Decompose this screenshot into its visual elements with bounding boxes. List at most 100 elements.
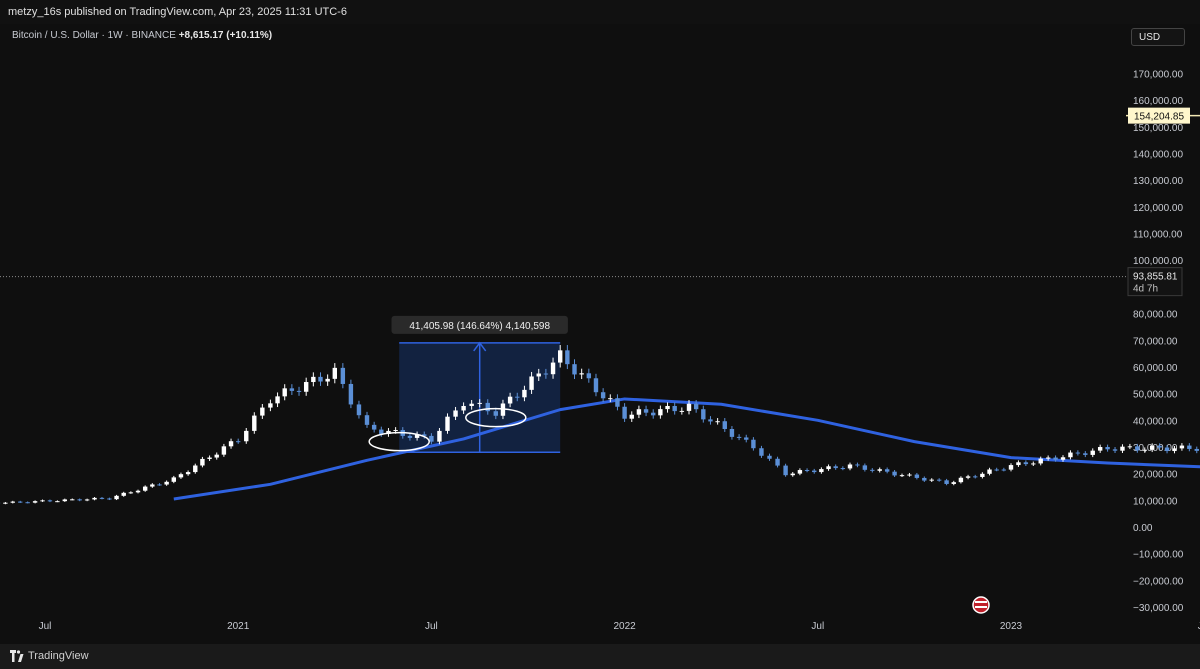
- candle-body: [973, 476, 978, 478]
- chart-area[interactable]: −30,000.00 −20,000.00 −10,000.00 0.00 10,000…: [0, 24, 1200, 644]
- symbol-label: Bitcoin / U.S. Dollar · 1W · BINANCE: [12, 30, 176, 41]
- candle-body: [767, 455, 772, 459]
- candle-body: [1068, 452, 1073, 458]
- candle-body: [157, 484, 162, 486]
- candle-body: [1157, 445, 1162, 448]
- candle-body: [593, 378, 599, 393]
- candle-body: [1120, 446, 1125, 451]
- candle-body: [558, 350, 563, 363]
- candle-body: [414, 434, 420, 438]
- candle-body: [142, 486, 148, 491]
- x-tick-label: 2022: [613, 621, 636, 632]
- candle-body: [722, 421, 727, 430]
- candle-body: [751, 439, 756, 449]
- candle-body: [855, 464, 860, 466]
- current-price-tag: 93,855.81: [1133, 272, 1178, 283]
- candle-body: [500, 403, 506, 416]
- candle-body: [429, 435, 434, 442]
- candle-body: [1023, 462, 1029, 465]
- candle-body: [84, 499, 90, 501]
- candle-body: [296, 390, 302, 392]
- y-tick-label: 80,000.00: [1133, 310, 1178, 321]
- currency-button[interactable]: USD: [1131, 28, 1185, 46]
- candle-body: [693, 403, 699, 410]
- y-tick-label: 150,000.00: [1133, 123, 1183, 134]
- candle-body: [47, 500, 53, 502]
- candle-body: [77, 499, 82, 501]
- candle-body: [833, 466, 838, 469]
- candle-body: [936, 479, 942, 481]
- candle-body: [214, 454, 219, 458]
- candle-body: [965, 476, 971, 478]
- candle-body: [493, 411, 498, 416]
- candle-body: [379, 429, 384, 434]
- measure-label-bg: [391, 315, 568, 334]
- candle-body: [529, 376, 534, 390]
- candle-body: [701, 409, 706, 420]
- y-tick-label: 130,000.00: [1133, 176, 1183, 187]
- candle-body: [600, 392, 606, 399]
- candle-body: [1038, 458, 1043, 464]
- candle-body: [1172, 448, 1177, 452]
- candle-body: [40, 500, 45, 502]
- candle-body: [944, 480, 949, 484]
- candle-body: [715, 421, 720, 423]
- candle-body: [951, 482, 956, 484]
- y-tick-label: −30,000.00: [1133, 603, 1184, 614]
- x-tick-label: 2023: [1000, 621, 1023, 632]
- candle-body: [1149, 445, 1155, 450]
- candle-body: [1001, 469, 1007, 471]
- candle-body: [708, 419, 713, 422]
- annotation-ellipse: [368, 431, 430, 452]
- y-tick-label: 0.00: [1133, 523, 1153, 534]
- candle-body: [775, 458, 780, 466]
- candle-body: [1045, 457, 1051, 459]
- candle-body: [987, 469, 992, 474]
- us-event-flag-icon: [972, 596, 990, 614]
- candle-body: [783, 465, 788, 476]
- candle-body: [171, 477, 176, 482]
- y-tick-label: 70,000.00: [1133, 336, 1178, 347]
- candle-body: [1008, 465, 1014, 470]
- candle-body: [193, 465, 198, 473]
- price-chart[interactable]: −30,000.00 −20,000.00 −10,000.00 0.00 10,000…: [0, 24, 1200, 644]
- candle-body: [1053, 457, 1058, 460]
- candle-body: [325, 378, 330, 382]
- candle-body: [586, 373, 592, 379]
- candle-body: [736, 436, 742, 438]
- candle-body: [907, 474, 912, 476]
- candle-body: [32, 501, 38, 503]
- candle-body: [914, 474, 920, 478]
- candle-body: [790, 473, 795, 476]
- candle-body: [744, 437, 749, 440]
- candle-body: [221, 446, 227, 455]
- candle-body: [114, 495, 119, 500]
- candle-body: [461, 406, 466, 411]
- candle-body: [244, 430, 249, 442]
- candle-body: [840, 468, 846, 470]
- candle-body: [70, 499, 75, 501]
- candle-body: [686, 403, 692, 411]
- candle-body: [178, 474, 184, 478]
- candle-body: [477, 402, 482, 404]
- measure-arrow-head: [473, 341, 487, 352]
- candle-body: [862, 465, 868, 470]
- candle-body: [658, 409, 663, 416]
- candle-body: [469, 403, 474, 407]
- candle-body: [1105, 447, 1110, 450]
- candle-body: [847, 464, 853, 469]
- candle-body: [515, 396, 520, 398]
- candle-body: [797, 470, 803, 474]
- candle-body: [877, 469, 882, 471]
- candle-body: [729, 429, 735, 437]
- footer-bar: TradingView: [0, 644, 1200, 669]
- candle-body: [572, 364, 577, 375]
- candle-body: [107, 498, 112, 500]
- x-tick-label: Jul: [1198, 621, 1200, 632]
- candle-body: [1031, 463, 1036, 465]
- x-tick-label: Jul: [811, 621, 824, 632]
- candle-body: [994, 469, 999, 471]
- candle-body: [311, 376, 316, 383]
- candle-body: [929, 479, 934, 481]
- y-tick-label: −10,000.00: [1133, 550, 1184, 561]
